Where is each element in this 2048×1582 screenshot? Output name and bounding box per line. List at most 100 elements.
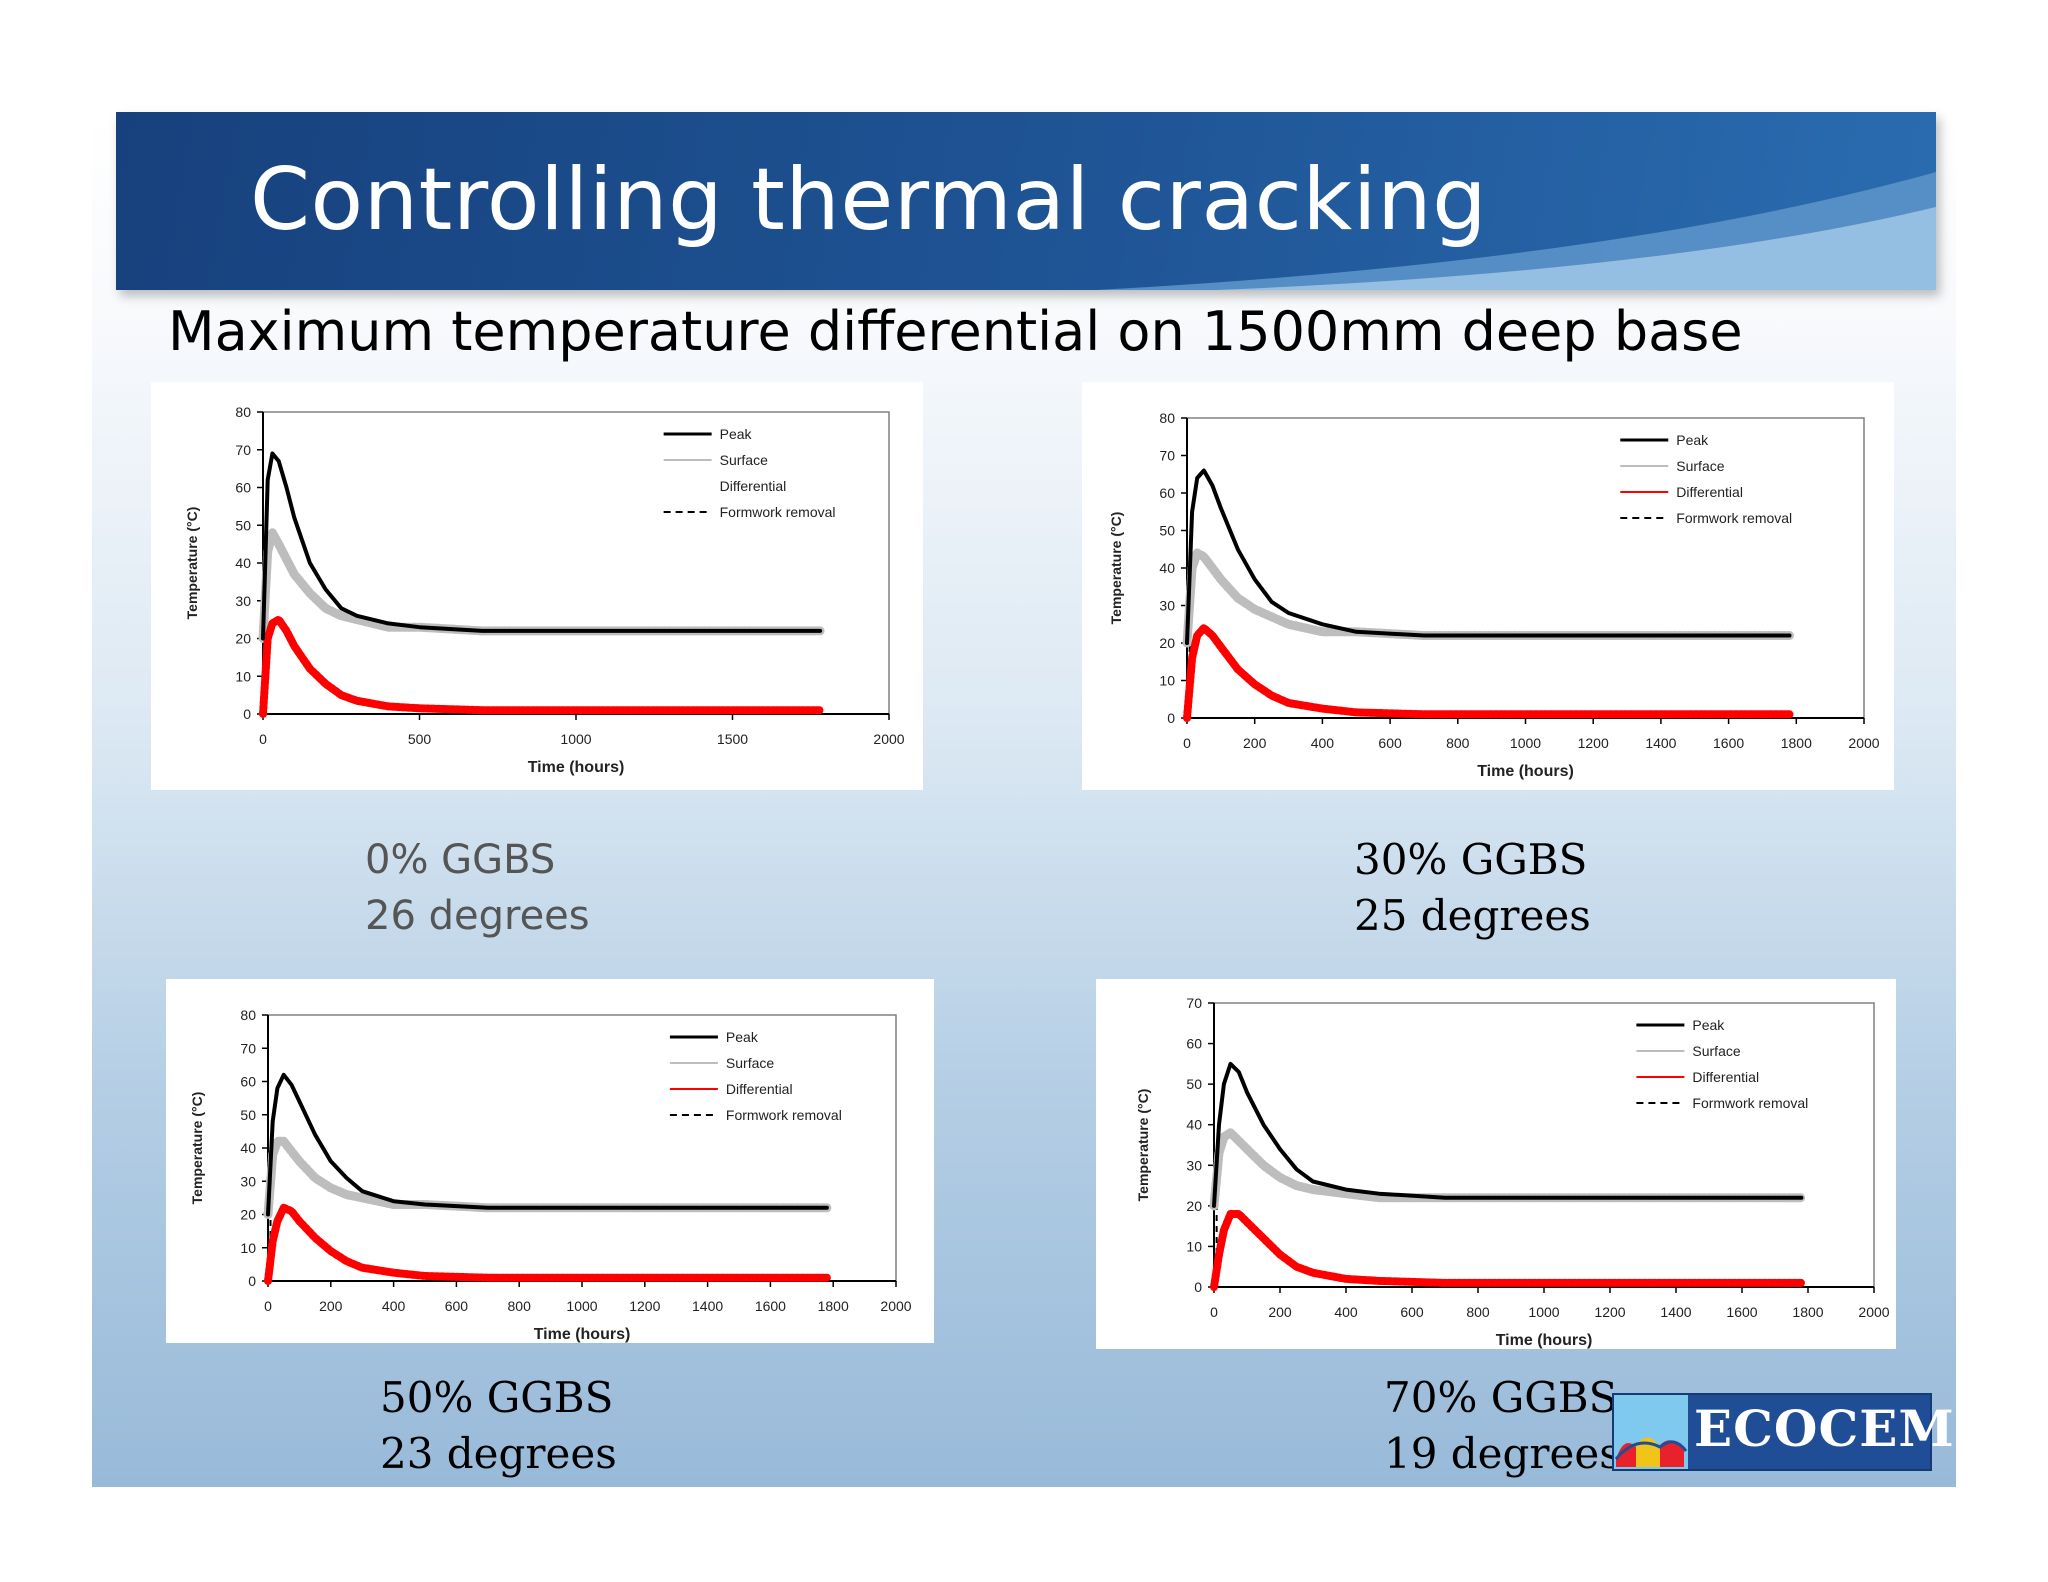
x-tick-label: 0 [1183, 735, 1191, 751]
y-tick-label: 60 [240, 1074, 256, 1090]
series-line-peak [1185, 468, 1792, 645]
x-tick-label: 200 [319, 1298, 343, 1314]
x-tick-label: 0 [264, 1298, 272, 1314]
caption-1-degrees: 25 degrees [1354, 891, 1591, 940]
y-tick-label: 70 [235, 442, 251, 458]
y-tick-label: 60 [1186, 1036, 1202, 1052]
legend-label: Surface [726, 1055, 774, 1071]
x-tick-label: 1400 [1645, 735, 1676, 751]
x-tick-label: 0 [259, 731, 267, 747]
legend-label: Peak [720, 426, 753, 442]
legend-label: Surface [720, 452, 768, 468]
x-tick-label: 1000 [560, 731, 591, 747]
x-tick-label: 600 [1400, 1304, 1424, 1320]
legend-label: Surface [1692, 1043, 1740, 1059]
y-tick-label: 70 [1159, 448, 1175, 464]
caption-1-mix: 30% GGBS [1354, 835, 1588, 884]
series-line-differential [264, 1203, 831, 1285]
x-tick-label: 1000 [1528, 1304, 1559, 1320]
series-line-differential [1183, 624, 1794, 722]
legend-label: Differential [1676, 484, 1743, 500]
y-tick-label: 80 [240, 1007, 256, 1023]
y-tick-label: 30 [1186, 1157, 1202, 1173]
y-tick-label: 40 [1186, 1117, 1202, 1133]
chart-panel-0: 0 10 20 30 40 50 60 70 80 0 500 1000 1500 2000 Time (h… [151, 382, 923, 790]
y-tick-label: 30 [240, 1173, 256, 1189]
x-tick-label: 400 [382, 1298, 406, 1314]
x-tick-label: 600 [445, 1298, 469, 1314]
caption-2: 50% GGBS 23 degrees [380, 1370, 617, 1482]
x-tick-label: 200 [1243, 735, 1267, 751]
x-tick-label: 1000 [1510, 735, 1541, 751]
y-tick-label: 30 [235, 593, 251, 609]
legend-label: Formwork removal [1676, 510, 1792, 526]
y-tick-label: 40 [1159, 560, 1175, 576]
y-tick-label: 0 [248, 1273, 256, 1289]
legend-label: Peak [1692, 1017, 1725, 1033]
y-tick-label: 40 [235, 555, 251, 571]
caption-2-mix: 50% GGBS [380, 1373, 614, 1422]
x-tick-label: 600 [1378, 735, 1402, 751]
series-line-surface [258, 528, 825, 643]
y-tick-label: 0 [1194, 1279, 1202, 1295]
y-tick-label: 20 [1186, 1198, 1202, 1214]
y-tick-label: 10 [235, 668, 251, 684]
x-tick-label: 1200 [629, 1298, 660, 1314]
y-tick-label: 10 [1159, 673, 1175, 689]
y-tick-label: 80 [1159, 410, 1175, 426]
x-tick-label: 1400 [692, 1298, 723, 1314]
series-line-peak [1212, 1061, 1804, 1208]
caption-3: 70% GGBS 19 degrees [1384, 1370, 1621, 1482]
chart-panel-2: 0 10 20 30 40 50 60 70 80 0 200 400 600 800 1000 1200 14… [166, 979, 934, 1343]
x-tick-label: 0 [1210, 1304, 1218, 1320]
x-tick-label: 200 [1268, 1304, 1292, 1320]
x-axis-label: Time (hours) [528, 759, 625, 776]
ecocem-logo: ECOCEM [1612, 1393, 1954, 1471]
temperature-chart-3: 0 10 20 30 40 50 60 70 0 200 400 600 800 1000 1200 1400… [1135, 995, 1890, 1349]
legend-label: Formwork removal [1692, 1095, 1808, 1111]
y-axis-label: Temperature (°C) [1135, 1089, 1151, 1202]
series-line-surface [1182, 548, 1794, 648]
x-tick-label: 2000 [1848, 735, 1879, 751]
legend-label: Formwork removal [720, 504, 836, 520]
slide-title: Controlling thermal cracking [250, 150, 1488, 250]
legend-label: Differential [1692, 1069, 1759, 1085]
caption-3-degrees: 19 degrees [1384, 1429, 1621, 1478]
y-tick-label: 50 [1159, 523, 1175, 539]
temperature-chart-0: 0 10 20 30 40 50 60 70 80 0 500 1000 1500 2000 Time (h… [184, 404, 905, 776]
chart-panel-3: 0 10 20 30 40 50 60 70 0 200 400 600 800 1000 1200 1400… [1096, 979, 1896, 1349]
y-tick-label: 10 [240, 1240, 256, 1256]
plot-area-frame [267, 1014, 897, 1282]
x-tick-label: 1800 [818, 1298, 849, 1314]
x-tick-label: 800 [508, 1298, 532, 1314]
legend-label: Differential [726, 1081, 793, 1097]
x-tick-label: 800 [1466, 1304, 1490, 1320]
caption-0-mix: 0% GGBS [365, 837, 556, 883]
y-tick-label: 0 [1167, 710, 1175, 726]
x-tick-label: 2000 [1858, 1304, 1889, 1320]
y-tick-label: 30 [1159, 598, 1175, 614]
caption-0-degrees: 26 degrees [365, 893, 590, 939]
y-tick-label: 60 [235, 480, 251, 496]
y-tick-label: 60 [1159, 485, 1175, 501]
y-tick-label: 70 [1186, 995, 1202, 1011]
series-line-surface [1209, 1128, 1806, 1211]
series-line-peak [261, 451, 823, 641]
x-tick-label: 1600 [1726, 1304, 1757, 1320]
y-tick-label: 50 [240, 1107, 256, 1123]
x-tick-label: 1200 [1578, 735, 1609, 751]
y-tick-label: 40 [240, 1140, 256, 1156]
y-tick-label: 20 [1159, 635, 1175, 651]
banner-swoosh-decoration [1096, 172, 1936, 290]
y-axis-label: Temperature (°C) [184, 507, 200, 620]
x-axis-label: Time (hours) [534, 1326, 631, 1343]
series-line-differential [259, 615, 825, 718]
caption-1: 30% GGBS 25 degrees [1354, 832, 1591, 944]
y-axis-label: Temperature (°C) [189, 1092, 205, 1205]
caption-2-degrees: 23 degrees [380, 1429, 617, 1478]
series-line-differential [1210, 1210, 1806, 1291]
legend-label: Peak [726, 1029, 759, 1045]
caption-3-mix: 70% GGBS [1384, 1373, 1618, 1422]
